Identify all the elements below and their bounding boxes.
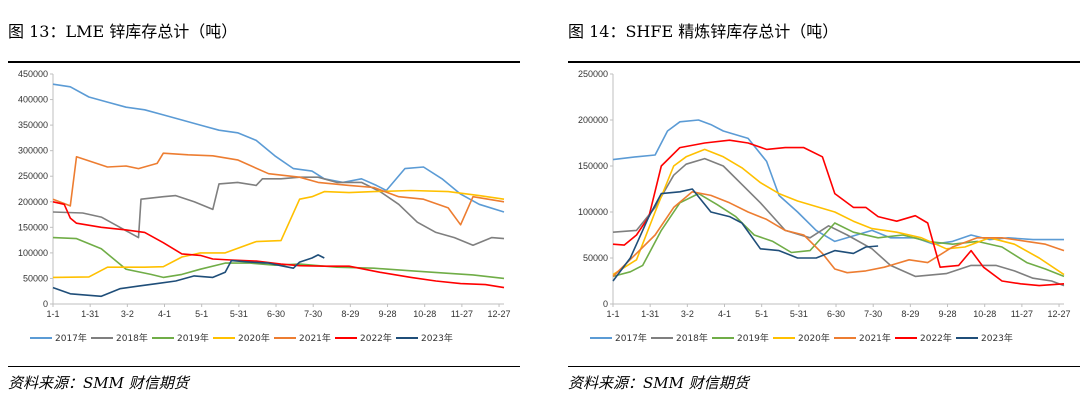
legend-label: 2020年 [798, 332, 830, 344]
x-tick-label: 9-28 [379, 309, 397, 319]
series-line-2017 [52, 83, 505, 213]
x-tick-label: 12-27 [1048, 309, 1071, 319]
series-line-2021 [52, 152, 505, 226]
legend-label: 2023年 [421, 332, 453, 344]
legend-item-2022: 2022年 [335, 332, 392, 344]
x-tick-label: 4-1 [158, 309, 171, 319]
series-line-2022 [612, 139, 1065, 287]
y-tick-label: 200000 [578, 115, 608, 125]
x-tick-label: 11-27 [451, 309, 473, 319]
legend-item-2023: 2023年 [396, 332, 453, 344]
legend-item-2023: 2023年 [956, 332, 1013, 344]
legend-label: 2019年 [177, 332, 209, 344]
series-line-2018 [612, 157, 1065, 287]
x-tick-label: 1-1 [46, 309, 59, 319]
x-tick-label: 7-30 [864, 309, 882, 319]
y-tick-label: 250000 [18, 171, 48, 181]
y-tick-label: 450000 [18, 69, 48, 79]
legend-item-2017: 2017年 [30, 332, 87, 344]
chart-title: 图 13：LME 锌库存总计（吨） [8, 22, 238, 41]
lme-zinc-inventory-chart: 0 50000 100000 150000 200000 250000 300000 3500… [18, 69, 511, 344]
x-tick-label: 5-1 [755, 309, 768, 319]
legend-item-2019: 2019年 [152, 332, 209, 344]
y-tick-label: 400000 [18, 95, 48, 105]
x-tick-label: 8-29 [901, 309, 919, 319]
x-tick-label: 8-29 [341, 309, 359, 319]
y-tick-label: 50000 [583, 253, 608, 263]
y-tick-label: 0 [603, 299, 608, 309]
x-tick-label: 10-28 [413, 309, 436, 319]
series-line-2017 [612, 119, 1064, 245]
y-tick-label: 350000 [18, 120, 48, 130]
x-tick-label: 6-30 [267, 309, 285, 319]
legend-item-2018: 2018年 [91, 332, 148, 344]
series-line-2020 [612, 148, 1065, 276]
chart-panel-lme: 图 13：LME 锌库存总计（吨） 0 50000 100000 150000 2000… [8, 0, 520, 405]
x-tick-label: 1-31 [641, 309, 659, 319]
y-tick-label: 250000 [578, 69, 608, 79]
legend-label: 2022年 [360, 332, 392, 344]
chart-panel-shfe: 图 14：SHFE 精炼锌库存总计（吨） 0 50000 100000 150000 2… [568, 0, 1080, 405]
series-line-2019 [52, 236, 505, 280]
legend-item-2020: 2020年 [213, 332, 270, 344]
x-tick-label: 5-1 [195, 309, 208, 319]
legend-label: 2018年 [676, 332, 708, 344]
legend-label: 2018年 [116, 332, 148, 344]
legend-label: 2017年 [615, 332, 647, 344]
x-tick-label: 11-27 [1011, 309, 1033, 319]
x-tick-label: 1-31 [81, 309, 99, 319]
series-line-2021 [612, 191, 1065, 277]
series-line-2023 [52, 254, 325, 298]
x-tick-label: 12-27 [488, 309, 511, 319]
x-tick-label: 6-30 [827, 309, 845, 319]
series-line-2023 [612, 188, 879, 282]
legend-item-2022: 2022年 [895, 332, 952, 344]
legend-item-2018: 2018年 [651, 332, 708, 344]
chart-title: 图 14：SHFE 精炼锌库存总计（吨） [568, 22, 839, 41]
x-tick-label: 3-2 [681, 309, 694, 319]
x-tick-label: 9-28 [939, 309, 957, 319]
y-tick-label: 300000 [18, 146, 48, 156]
bottom-rule [568, 366, 1080, 367]
legend-item-2019: 2019年 [712, 332, 769, 344]
y-tick-label: 50000 [23, 273, 48, 283]
source-note: 资料来源：SMM 财信期货 [568, 374, 749, 392]
legend-label: 2019年 [737, 332, 769, 344]
x-tick-label: 5-31 [790, 309, 808, 319]
y-tick-label: 0 [43, 299, 48, 309]
y-tick-label: 150000 [578, 161, 608, 171]
x-tick-label: 3-2 [121, 309, 134, 319]
y-tick-label: 150000 [18, 222, 48, 232]
bottom-rule [8, 366, 520, 367]
top-rule [8, 61, 520, 63]
legend-item-2020: 2020年 [773, 332, 830, 344]
x-tick-label: 10-28 [973, 309, 996, 319]
legend-label: 2022年 [920, 332, 952, 344]
legend-item-2021: 2021年 [274, 332, 331, 344]
legend-label: 2021年 [299, 332, 331, 344]
y-tick-label: 100000 [18, 248, 48, 258]
series-line-2018 [52, 176, 505, 246]
x-tick-label: 7-30 [304, 309, 322, 319]
legend-label: 2017年 [55, 332, 87, 344]
x-tick-label: 1-1 [606, 309, 619, 319]
legend-label: 2020年 [238, 332, 270, 344]
top-rule [568, 61, 1080, 63]
y-tick-label: 200000 [18, 197, 48, 207]
x-tick-label: 4-1 [718, 309, 731, 319]
legend-item-2017: 2017年 [590, 332, 647, 344]
series-line-2020 [52, 189, 505, 279]
legend-item-2021: 2021年 [834, 332, 891, 344]
series-line-2022 [52, 201, 505, 289]
legend-label: 2021年 [859, 332, 891, 344]
x-tick-label: 5-31 [230, 309, 248, 319]
series-line-2019 [612, 192, 1065, 278]
shfe-zinc-inventory-chart: 0 50000 100000 150000 200000 250000 1-1 1-31 3-2… [578, 69, 1071, 344]
y-tick-label: 100000 [578, 207, 608, 217]
source-note: 资料来源：SMM 财信期货 [8, 374, 189, 392]
legend-label: 2023年 [981, 332, 1013, 344]
